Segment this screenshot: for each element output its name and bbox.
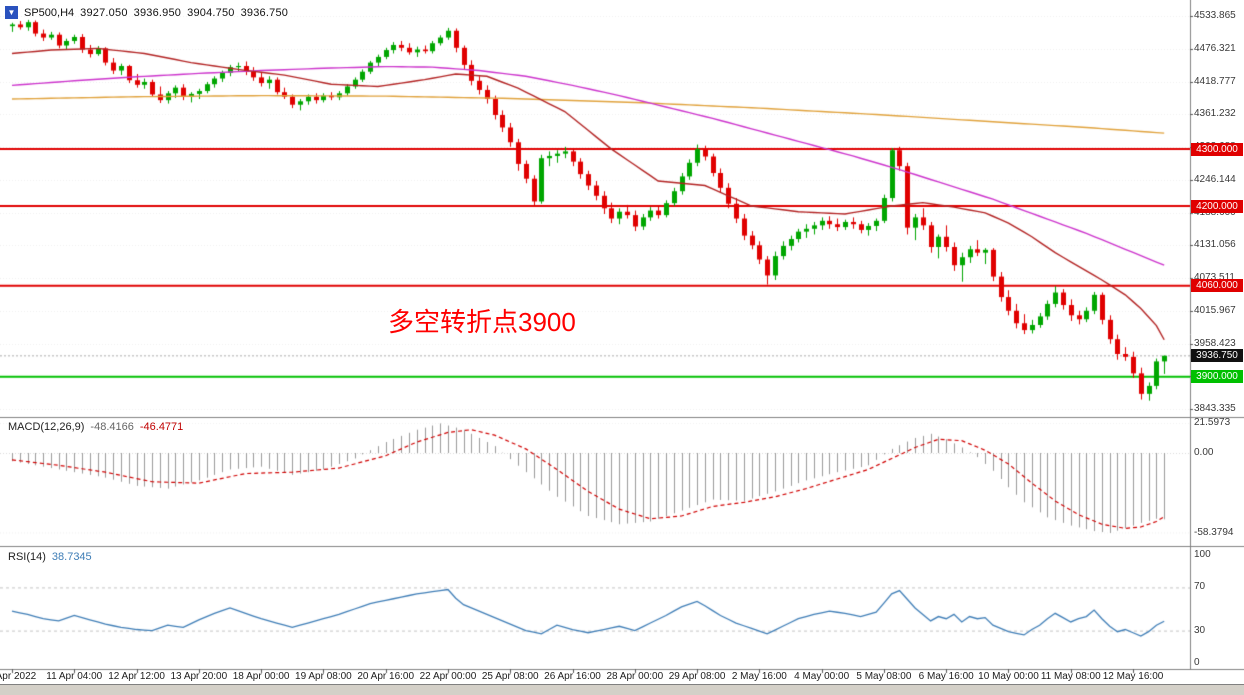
- rsi-axis-label: 100: [1194, 549, 1211, 560]
- rsi-panel-title: RSI(14) 38.7345: [8, 551, 92, 563]
- ohlc-open: 3927.050: [80, 6, 128, 19]
- symbol-collapse-icon[interactable]: ▼: [5, 6, 18, 19]
- macd-axis-label: -58.3794: [1194, 526, 1234, 538]
- macd-main-value: -48.4166: [90, 421, 134, 433]
- time-axis-label: 28 Apr 00:00: [606, 671, 664, 682]
- time-axis-label: 12 May 16:00: [1102, 671, 1164, 682]
- price-level-tag[interactable]: 3900.000: [1191, 370, 1243, 384]
- time-axis-label: 12 Apr 12:00: [108, 671, 165, 682]
- rsi-value: 38.7345: [51, 551, 92, 563]
- time-axis-label: 7 Apr 2022: [0, 671, 37, 682]
- time-axis-label: 18 Apr 00:00: [232, 671, 290, 682]
- macd-panel-title: MACD(12,26,9) -48.4166 -46.4771: [8, 421, 183, 433]
- time-axis-label: 20 Apr 16:00: [357, 671, 415, 682]
- time-axis-label: 26 Apr 16:00: [544, 671, 601, 682]
- current-price-tag: 3936.750: [1191, 349, 1243, 363]
- macd-axis-label: 21.5973: [1194, 417, 1231, 429]
- time-axis-label: 11 May 08:00: [1040, 671, 1101, 682]
- chart-header: ▼ SP500,H4 3927.050 3936.950 3904.750 39…: [5, 6, 288, 19]
- time-axis-label: 10 May 00:00: [978, 671, 1039, 682]
- time-axis-label: 6 May 16:00: [918, 671, 974, 682]
- symbol-label: SP500,H4: [24, 6, 75, 19]
- price-level-tag[interactable]: 4300.000: [1191, 142, 1243, 156]
- time-axis-label: 29 Apr 08:00: [668, 671, 726, 682]
- rsi-axis-label: 30: [1194, 624, 1206, 636]
- macd-axis-label: 0.00: [1194, 447, 1214, 458]
- price-level-tag[interactable]: 4200.000: [1191, 199, 1243, 213]
- time-axis-label: 22 Apr 00:00: [419, 671, 477, 682]
- price-axis-label: 4418.777: [1194, 75, 1236, 87]
- price-axis-label: 3843.335: [1194, 403, 1236, 415]
- price-level-tag[interactable]: 4060.000: [1191, 279, 1243, 293]
- annotation-text: 多空转折点3900: [388, 307, 576, 337]
- macd-signal-value: -46.4771: [139, 421, 184, 433]
- ohlc-close: 3936.750: [240, 6, 289, 19]
- price-axis-label: 4131.056: [1194, 239, 1236, 251]
- price-axis-label: 4533.865: [1194, 10, 1236, 21]
- price-axis-label: 4476.321: [1194, 42, 1236, 54]
- rsi-axis-label: 70: [1194, 581, 1206, 593]
- bottom-strip: [0, 684, 1244, 695]
- time-axis-label: 19 Apr 08:00: [295, 671, 352, 682]
- ohlc-high: 3936.950: [133, 6, 182, 19]
- time-axis-label: 4 May 00:00: [794, 671, 850, 682]
- time-axis-label: 2 May 16:00: [731, 671, 787, 682]
- time-axis-label: 11 Apr 04:00: [46, 671, 103, 682]
- ohlc-low: 3904.750: [187, 6, 235, 19]
- price-axis-label: 4073.511: [1194, 272, 1235, 283]
- price-axis-label: 4015.967: [1194, 304, 1236, 316]
- rsi-axis-label: 0: [1194, 657, 1200, 668]
- time-axis-label: 25 Apr 08:00: [481, 671, 539, 682]
- price-axis-label: 4361.232: [1194, 108, 1236, 120]
- time-axis-label: 5 May 08:00: [856, 671, 912, 682]
- rsi-label: RSI(14): [8, 551, 46, 563]
- macd-label: MACD(12,26,9): [8, 421, 85, 433]
- price-axis-label: 4246.144: [1194, 173, 1236, 185]
- time-axis-label: 13 Apr 20:00: [170, 671, 228, 682]
- price-axis-label: 3958.423: [1194, 337, 1236, 349]
